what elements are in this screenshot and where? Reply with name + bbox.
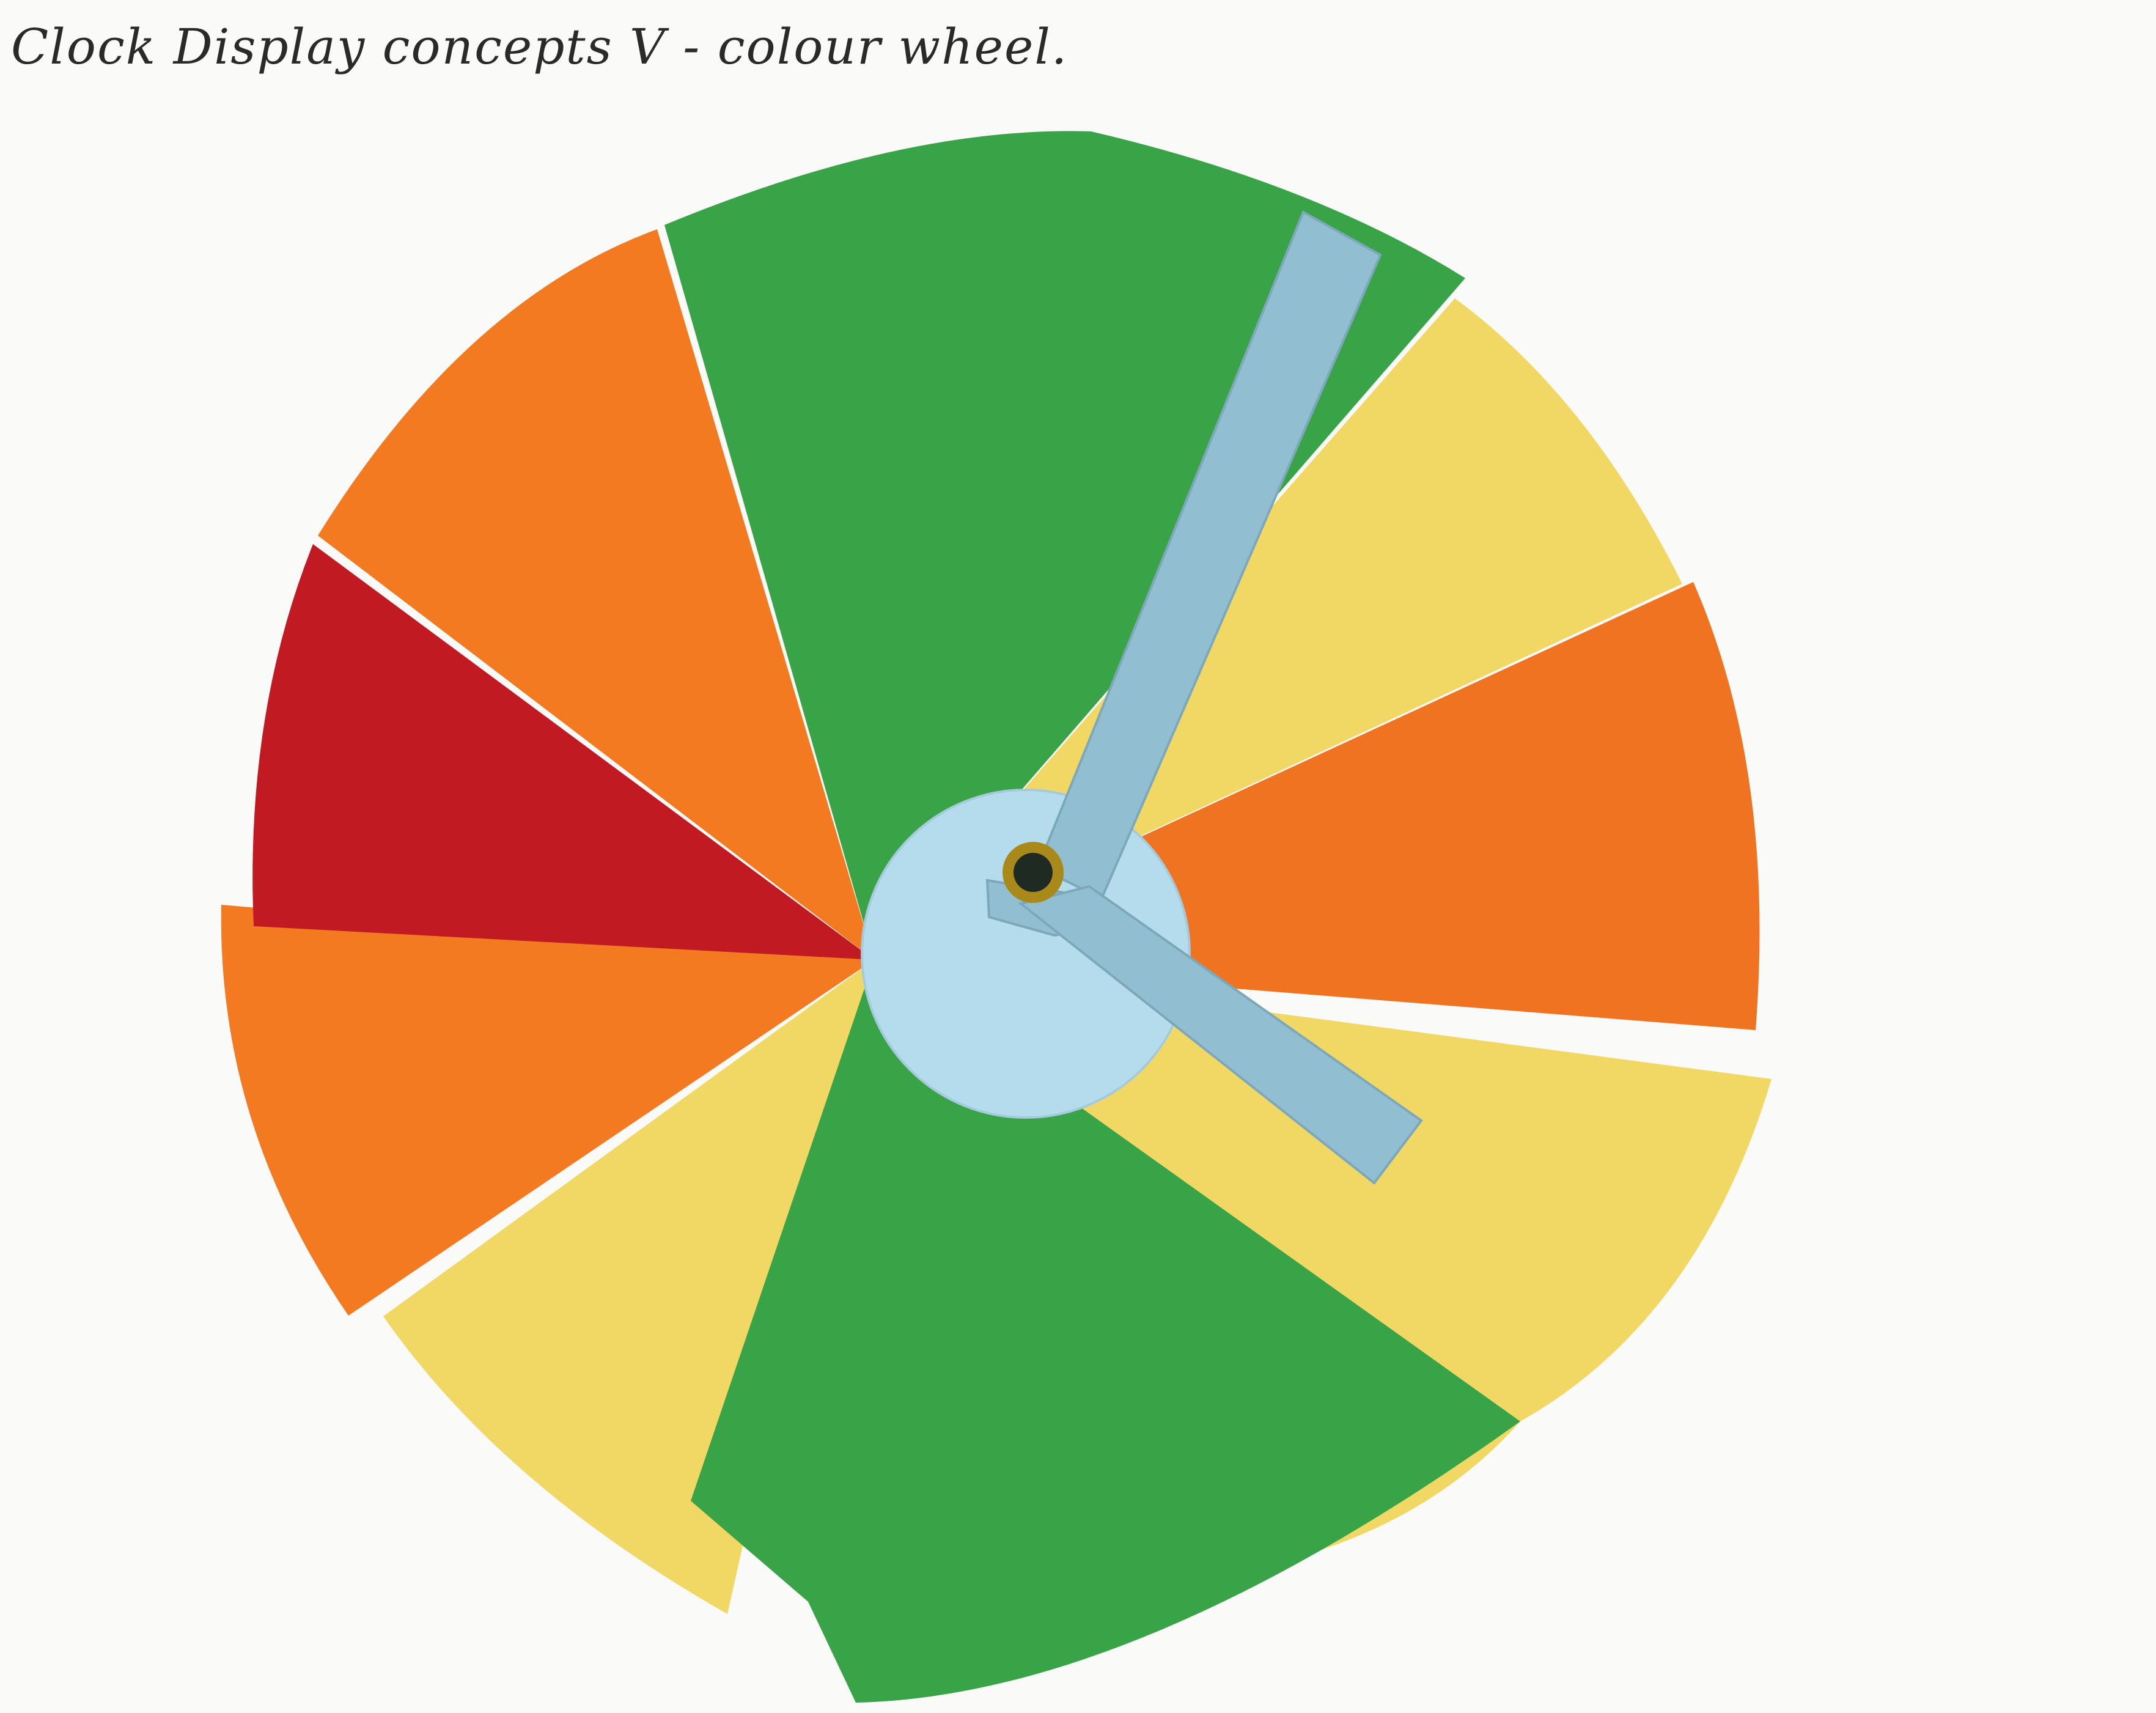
- handwritten-caption: Clock Display concepts V - colour wheel.: [11, 18, 1069, 75]
- pivot-rivet-hole: [1014, 853, 1053, 892]
- hour-hand: [1018, 885, 1423, 1185]
- red-left-segment: [252, 544, 874, 960]
- green-bottom-segment: [691, 960, 1520, 1703]
- orange-upper-left-segment: [318, 229, 874, 960]
- orange-left-segment: [221, 905, 874, 1316]
- yellow-lower-right-segment: [874, 960, 1772, 1556]
